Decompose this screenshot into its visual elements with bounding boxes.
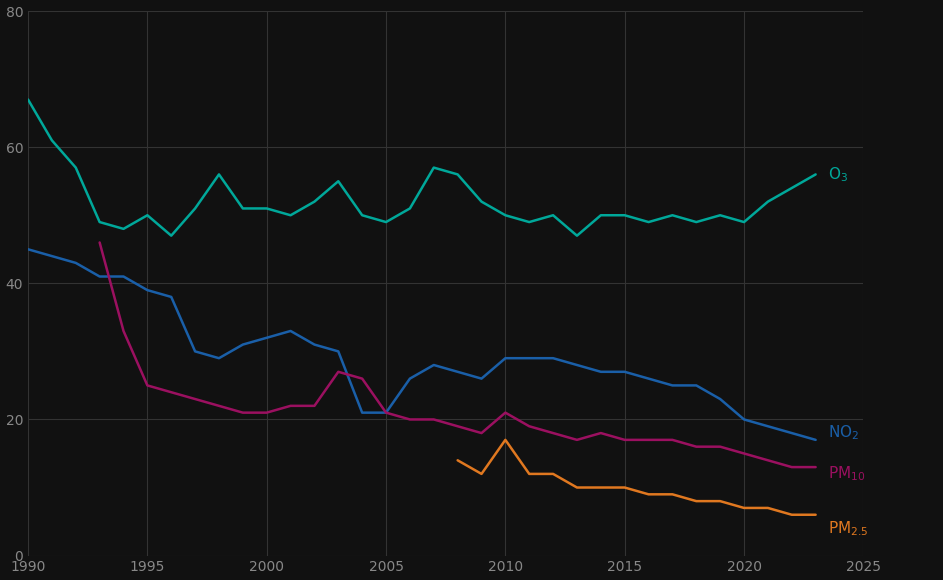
Text: NO$_2$: NO$_2$	[828, 424, 859, 443]
Text: PM$_{10}$: PM$_{10}$	[828, 465, 865, 483]
Text: PM$_{2.5}$: PM$_{2.5}$	[828, 519, 868, 538]
Text: O$_3$: O$_3$	[828, 165, 848, 184]
